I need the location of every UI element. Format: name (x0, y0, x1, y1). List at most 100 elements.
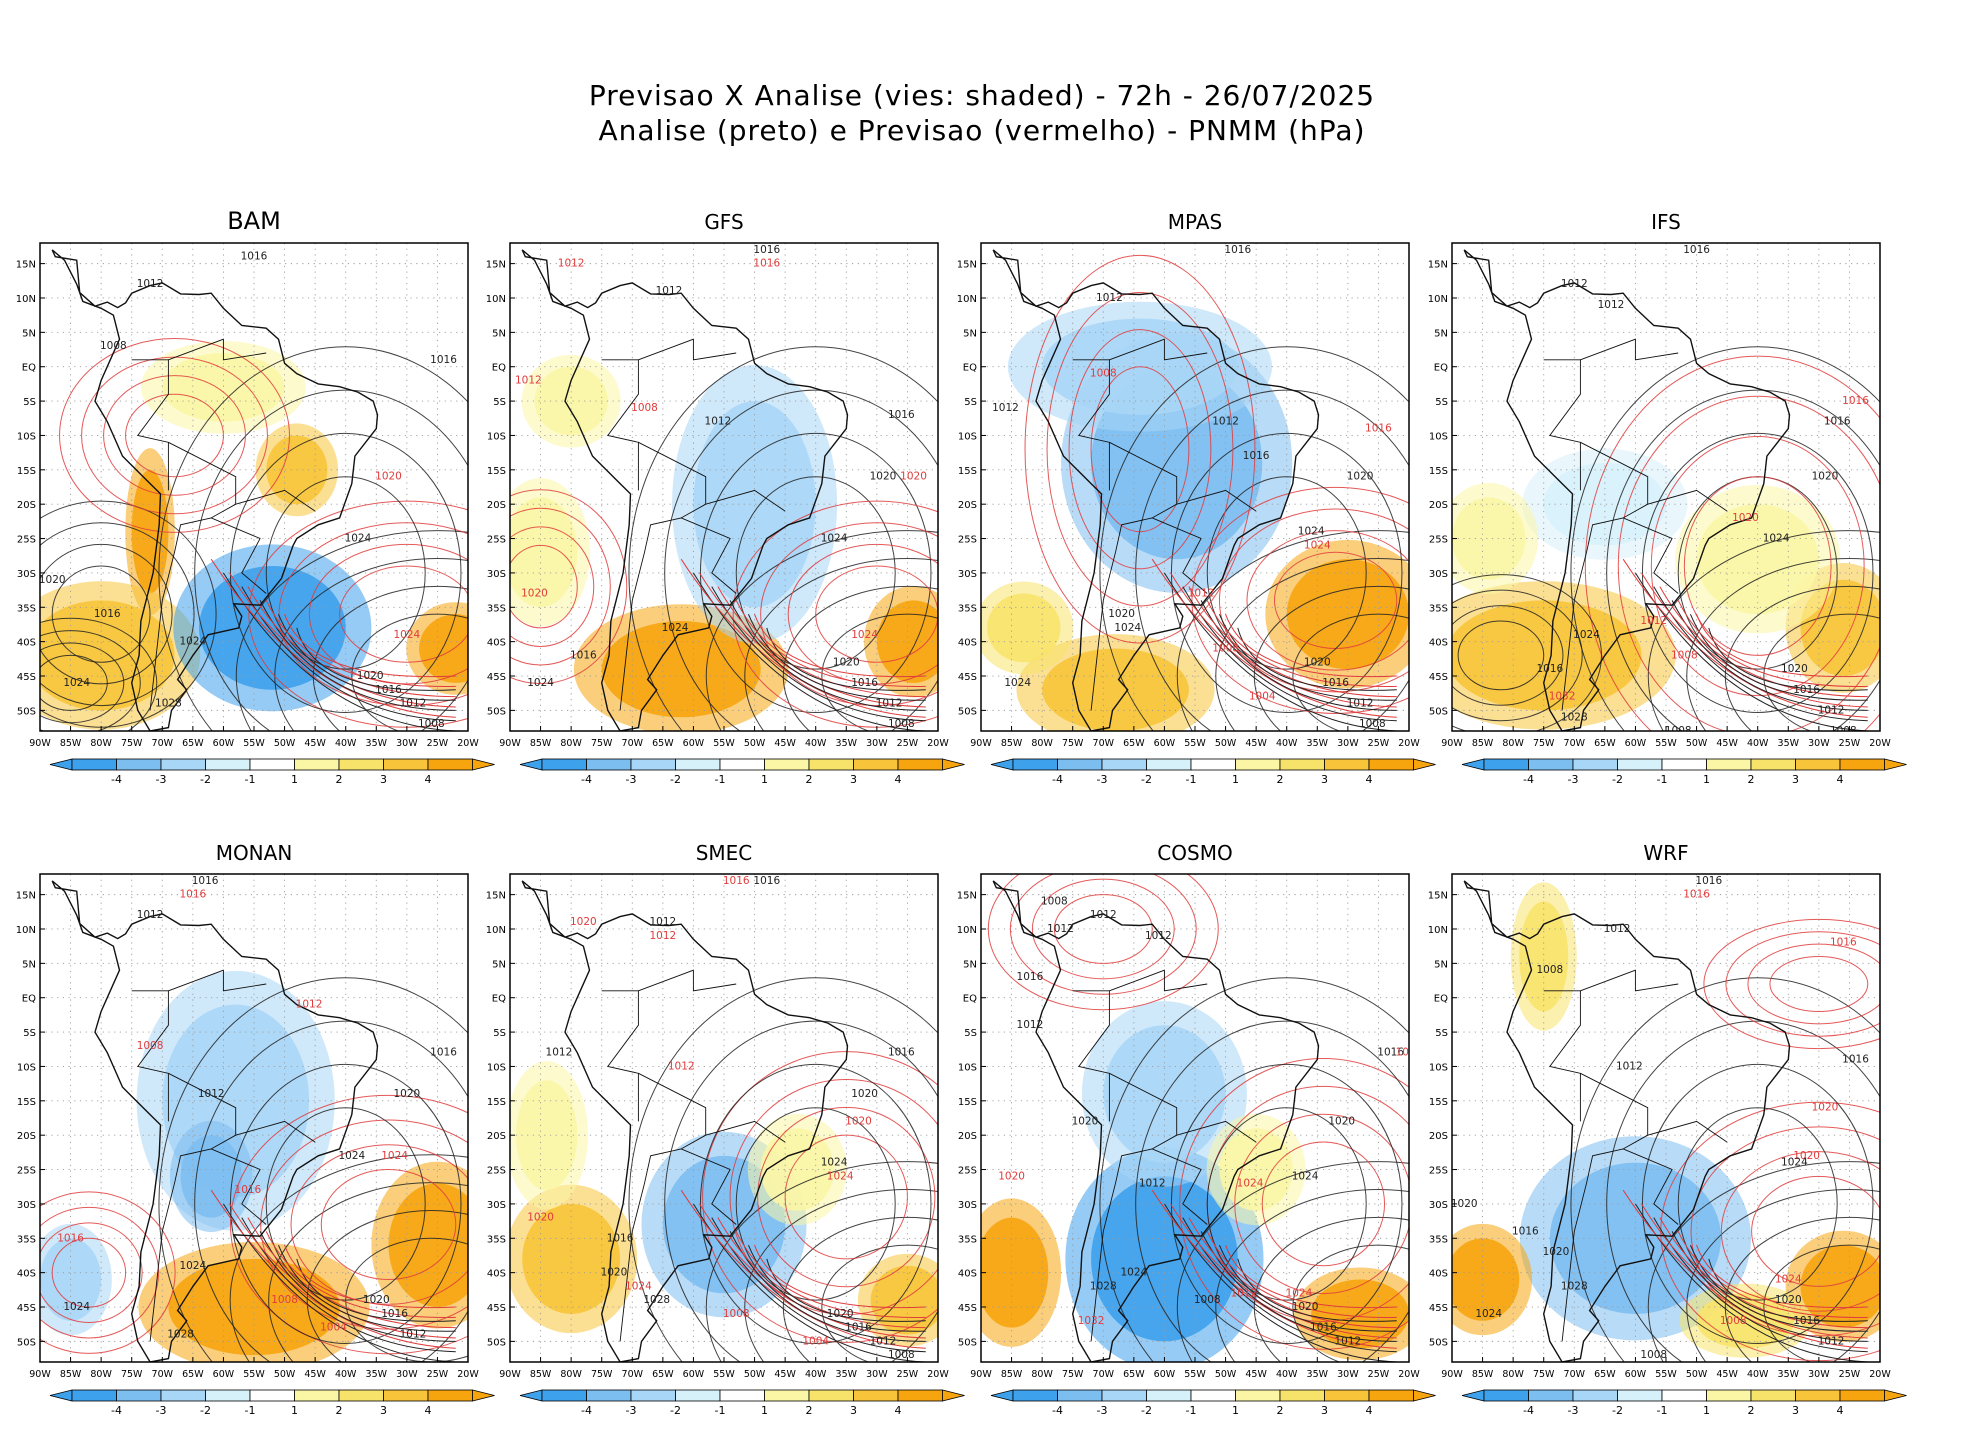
lat-tick-label: 30S (1429, 569, 1448, 580)
colorbar-label: -1 (715, 773, 726, 786)
colorbar-label: 1 (761, 1404, 768, 1417)
isobar-label: 1012 (1047, 923, 1074, 935)
isobar-label: 1020 (1812, 471, 1839, 483)
isobar-label: 1020 (570, 916, 597, 928)
lat-tick-label: 45S (487, 672, 506, 683)
lat-tick-label: 5N (492, 328, 506, 339)
lat-tick-label: 10N (957, 294, 977, 305)
lat-tick-label: 25S (17, 535, 36, 546)
lat-tick-label: 25S (487, 1166, 506, 1177)
colorbar-label: -4 (1052, 773, 1063, 786)
isobar-label: 1016 (1842, 395, 1869, 407)
colorbar-label: -3 (1097, 773, 1108, 786)
lat-tick-label: 35S (1429, 1234, 1448, 1245)
isobar-label: 1004 (320, 1322, 347, 1334)
colorbar-label: 1 (291, 773, 298, 786)
panel-ifs: IFS1016101210121016101610201020102410121… (1400, 210, 1964, 821)
isobar-label: 1020 (357, 670, 384, 682)
lon-tick-label: 65W (1594, 738, 1616, 749)
colorbar-segment (898, 759, 943, 770)
colorbar-label: -3 (1568, 1404, 1579, 1417)
isobar-label: 1020 (39, 574, 66, 586)
lon-tick-label: 45W (304, 1369, 326, 1380)
colorbar-label: -2 (1141, 1404, 1152, 1417)
colorbar-label: -1 (245, 1404, 256, 1417)
lon-tick-label: 50W (274, 1369, 296, 1380)
lon-tick-label: 90W (1441, 738, 1463, 749)
lon-tick-label: 40W (1747, 738, 1769, 749)
lon-tick-label: 65W (1123, 738, 1145, 749)
colorbar-label: 4 (895, 1404, 902, 1417)
lon-tick-label: 85W (1001, 1369, 1023, 1380)
lat-tick-label: 40S (958, 1269, 977, 1280)
lon-tick-label: 85W (530, 738, 552, 749)
isobar-label: 1016 (430, 354, 457, 366)
colorbar-segment (542, 1390, 587, 1401)
isobar-label: 1012 (1347, 698, 1374, 710)
bias-shade (199, 566, 346, 690)
lat-tick-label: 15N (1428, 260, 1448, 271)
isobar-label: 1020 (1072, 1115, 1099, 1127)
isobar-label: 1020 (527, 1212, 554, 1224)
isobar-label: 1024 (63, 1301, 90, 1313)
isobar-label: 1016 (1793, 684, 1820, 696)
lon-tick-label: 40W (1276, 738, 1298, 749)
colorbar-segment (1013, 1390, 1058, 1401)
lat-tick-label: EQ (492, 363, 506, 374)
lon-tick-label: 65W (1123, 1369, 1145, 1380)
lat-tick-label: 20S (487, 1131, 506, 1142)
colorbar-segment (1236, 1390, 1281, 1401)
lat-tick-label: 20S (1429, 500, 1448, 511)
isobar-label: 1024 (1475, 1308, 1502, 1320)
isobar-label: 1016 (851, 677, 878, 689)
lat-tick-label: 5N (1434, 959, 1448, 970)
lat-tick-label: 15S (487, 466, 506, 477)
lat-tick-label: 45S (1429, 1303, 1448, 1314)
panel-title: COSMO (1157, 841, 1232, 865)
lon-tick-label: 85W (530, 1369, 552, 1380)
isobar-label: 1016 (845, 1322, 872, 1334)
lat-tick-label: 45S (958, 1303, 977, 1314)
model-panels: BAM1016101210081016102010241024102010161… (0, 0, 1964, 1436)
lon-tick-label: 75W (591, 1369, 613, 1380)
lon-tick-label: 60W (1154, 738, 1176, 749)
isobar-label: 1020 (601, 1267, 628, 1279)
lon-tick-label: 75W (121, 738, 143, 749)
isobar-label: 1024 (1120, 1267, 1147, 1279)
isobar-label: 1016 (381, 1308, 408, 1320)
lat-tick-label: 35S (958, 603, 977, 614)
lon-tick-label: 75W (591, 738, 613, 749)
colorbar-segment (1102, 1390, 1147, 1401)
isobar-label: 1016 (1310, 1322, 1337, 1334)
colorbar-segment (1529, 1390, 1574, 1401)
lat-tick-label: 50S (958, 1337, 977, 1348)
isobar-label: 1020 (1347, 471, 1374, 483)
lon-tick-label: 85W (1001, 738, 1023, 749)
lon-tick-label: 80W (560, 738, 582, 749)
lon-tick-label: 80W (1502, 1369, 1524, 1380)
isobar-label: 1024 (63, 677, 90, 689)
colorbar-segment (809, 1390, 854, 1401)
colorbar-label: 3 (380, 1404, 387, 1417)
lon-tick-label: 60W (683, 738, 705, 749)
colorbar-label: -1 (1186, 1404, 1197, 1417)
colorbar-segment (676, 759, 721, 770)
colorbar-label: -4 (111, 773, 122, 786)
colorbar-segment (631, 1390, 676, 1401)
isobar-label: 1016 (1243, 450, 1270, 462)
lat-tick-label: 45S (17, 1303, 36, 1314)
lat-tick-label: 10S (487, 1062, 506, 1073)
colorbar-label: -4 (111, 1404, 122, 1417)
lat-tick-label: 40S (17, 1269, 36, 1280)
colorbar-label: 1 (1232, 1404, 1239, 1417)
colorbar-label: 1 (291, 1404, 298, 1417)
lon-tick-label: 80W (90, 738, 112, 749)
isobar-label: 1024 (851, 629, 878, 641)
colorbar-label: -1 (715, 1404, 726, 1417)
isobar-label: 1032 (1549, 691, 1576, 703)
lon-tick-label: 30W (396, 738, 418, 749)
lat-tick-label: 5S (1435, 1028, 1448, 1039)
isobar-label: 1008 (418, 718, 445, 730)
lon-tick-label: 35W (1778, 1369, 1800, 1380)
lon-tick-label: 60W (1625, 1369, 1647, 1380)
